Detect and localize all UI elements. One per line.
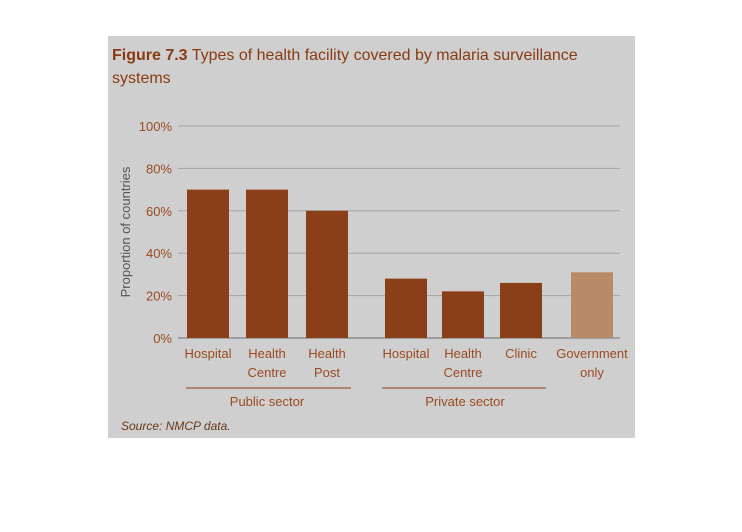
x-tick-label: Centre — [443, 365, 482, 380]
source-note: Source: NMCP data. — [121, 419, 231, 433]
y-tick-label: 20% — [146, 289, 172, 304]
bar — [385, 278, 427, 338]
group-label: Private sector — [425, 394, 505, 409]
x-tick-label: Centre — [247, 365, 286, 380]
figure-label: Figure 7.3 — [112, 47, 188, 64]
x-tick-label: Post — [314, 365, 340, 380]
x-tick-label: Government — [556, 346, 628, 361]
x-tick-label: Health — [248, 346, 286, 361]
y-axis-title: Proportion of countries — [118, 166, 133, 297]
x-tick-label: Hospital — [383, 346, 430, 361]
bar-layer — [187, 189, 613, 338]
y-tick-label: 100% — [139, 119, 173, 134]
chart-title-line-2: systems — [112, 70, 171, 87]
figure-panel: Figure 7.3 Types of health facility cove… — [108, 36, 635, 438]
x-tick-label: Health — [444, 346, 482, 361]
y-tick-label: 40% — [146, 246, 172, 261]
x-tick-label: Health — [308, 346, 346, 361]
bar — [246, 189, 288, 338]
chart-title-line-1: Figure 7.3 Types of health facility cove… — [112, 47, 578, 64]
source-label: Source: — [121, 419, 162, 433]
bar — [500, 282, 542, 338]
y-tick-label: 80% — [146, 161, 172, 176]
bar — [187, 189, 229, 338]
x-tick-label: only — [580, 365, 604, 380]
x-tick-label: Clinic — [505, 346, 537, 361]
y-tick-label: 60% — [146, 204, 172, 219]
figure-title-text: Types of health facility covered by mala… — [188, 47, 578, 64]
group-label: Public sector — [230, 394, 305, 409]
bar — [442, 291, 484, 338]
chart-svg: Figure 7.3 Types of health facility cove… — [112, 47, 628, 433]
y-tick-label: 0% — [153, 331, 172, 346]
x-tick-label: Hospital — [185, 346, 232, 361]
bar — [571, 272, 613, 338]
label-layer: 0% 20% 40% 60% 80% 100% Hospital Health Centre He… — [139, 119, 628, 409]
source-text: NMCP data. — [162, 419, 230, 433]
bar — [306, 210, 348, 338]
